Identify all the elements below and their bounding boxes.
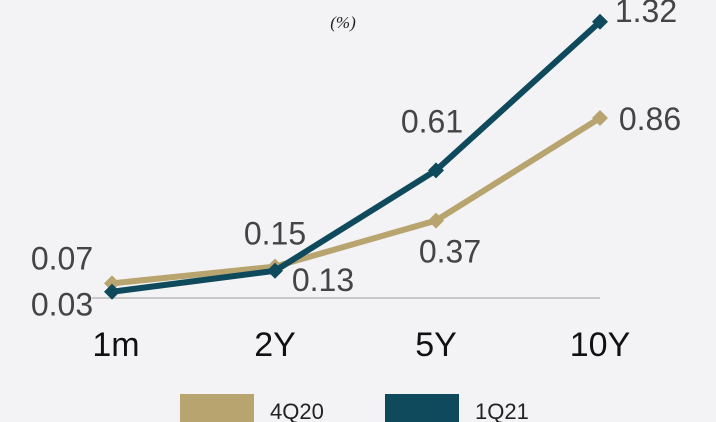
point-1Q21-2Y	[267, 262, 283, 279]
point-1Q21-1m	[104, 283, 120, 300]
x-tick-5Y: 5Y	[415, 326, 457, 364]
legend-swatch-1Q21	[385, 394, 459, 422]
data-label-4Q20-10Y: 0.86	[619, 101, 681, 137]
legend-label-1Q21: 1Q21	[475, 399, 529, 422]
x-tick-10Y: 10Y	[570, 326, 631, 364]
data-label-4Q20-2Y: 0.15	[244, 216, 306, 252]
data-label-1Q21-1m: 0.03	[31, 287, 93, 323]
legend-label-4Q20: 4Q20	[270, 399, 324, 422]
x-tick-2Y: 2Y	[254, 326, 296, 364]
legend: 4Q20 1Q21	[180, 394, 529, 422]
series-line-4Q20	[111, 115, 602, 287]
point-4Q20-1m	[104, 275, 120, 292]
point-1Q21-10Y	[592, 13, 608, 30]
legend-swatch-4Q20	[180, 394, 254, 422]
data-label-1Q21-10Y: 1.32	[615, 0, 677, 29]
data-label-4Q20-5Y: 0.37	[419, 234, 481, 270]
series-line-1Q21	[111, 19, 603, 295]
x-tick-labels: 1m 2Y 5Y 10Y	[92, 326, 630, 364]
series-1Q21	[104, 13, 608, 300]
series-4Q20	[104, 110, 608, 292]
data-label-1Q21-5Y: 0.61	[401, 103, 463, 139]
data-labels: 0.07 0.15 0.37 0.86 0.03 0.13 0.61 1.32	[31, 0, 681, 323]
data-label-1Q21-2Y: 0.13	[292, 262, 354, 298]
point-4Q20-10Y	[592, 110, 608, 127]
point-1Q21-5Y	[428, 162, 444, 179]
unit-label: (%)	[330, 13, 356, 32]
point-4Q20-5Y	[428, 212, 444, 229]
series-layer	[104, 13, 608, 300]
x-tick-1m: 1m	[92, 326, 139, 364]
data-label-4Q20-1m: 0.07	[31, 240, 93, 276]
